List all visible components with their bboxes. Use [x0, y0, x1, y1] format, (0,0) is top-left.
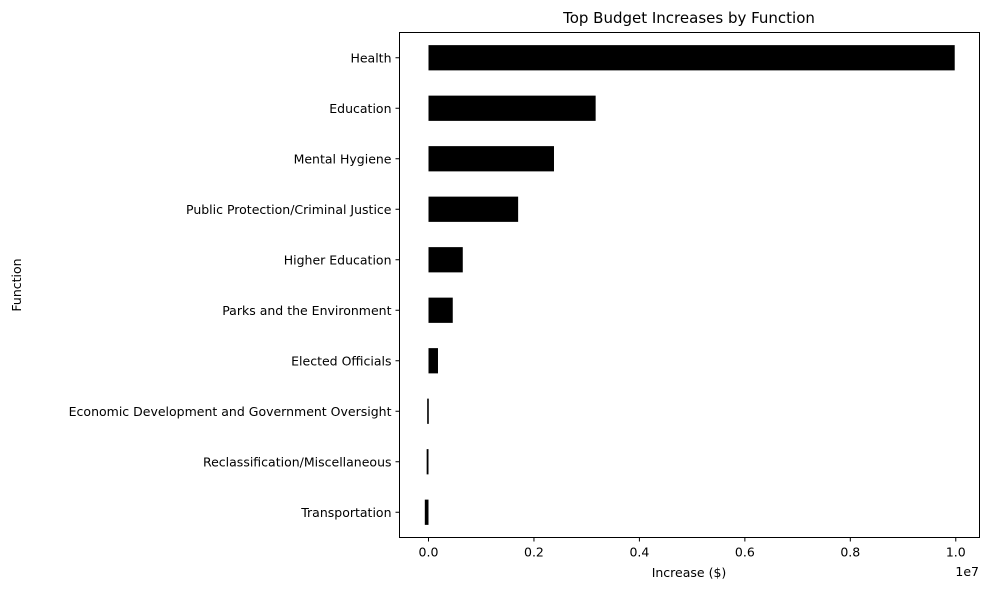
x-tick-label: 0.2 [524, 545, 544, 560]
bar [424, 499, 429, 525]
y-tick-label: Economic Development and Government Over… [69, 404, 392, 419]
y-tick-label: Education [329, 101, 391, 116]
x-tick-label: 0.6 [735, 545, 755, 560]
bar [427, 398, 429, 424]
x-tick-label: 0.8 [840, 545, 860, 560]
x-ticks-group: 0.0 0.2 0.4 0.6 0.8 1.0 [419, 537, 966, 560]
y-tick-label: Reclassification/Miscellaneous [203, 454, 392, 469]
bar [428, 196, 519, 222]
y-tick-label: Health [350, 50, 391, 65]
plot-frame [399, 32, 980, 538]
x-axis-label: Increase ($) [652, 565, 727, 580]
bars-group [424, 45, 955, 525]
x-tick-label: 1.0 [946, 545, 966, 560]
x-axis-offset-text: 1e7 [955, 564, 979, 579]
bar [428, 146, 554, 172]
x-tick-label: 0.0 [419, 545, 439, 560]
bar [428, 297, 453, 323]
y-axis-label: Function [9, 258, 24, 311]
bar [428, 45, 955, 71]
y-ticks-group: Health Education Mental Hygiene Public Prot… [69, 50, 400, 520]
bar [428, 348, 438, 374]
y-tick-label: Public Protection/Criminal Justice [186, 202, 392, 217]
chart-title: Top Budget Increases by Function [562, 9, 815, 27]
y-tick-label: Parks and the Environment [222, 303, 391, 318]
y-tick-label: Elected Officials [291, 353, 391, 368]
bar [426, 449, 429, 475]
y-tick-label: Mental Hygiene [294, 151, 392, 166]
bar [428, 247, 463, 273]
y-tick-label: Higher Education [284, 252, 392, 267]
y-tick-label: Transportation [300, 505, 391, 520]
x-tick-label: 0.4 [629, 545, 649, 560]
bar [428, 95, 596, 121]
